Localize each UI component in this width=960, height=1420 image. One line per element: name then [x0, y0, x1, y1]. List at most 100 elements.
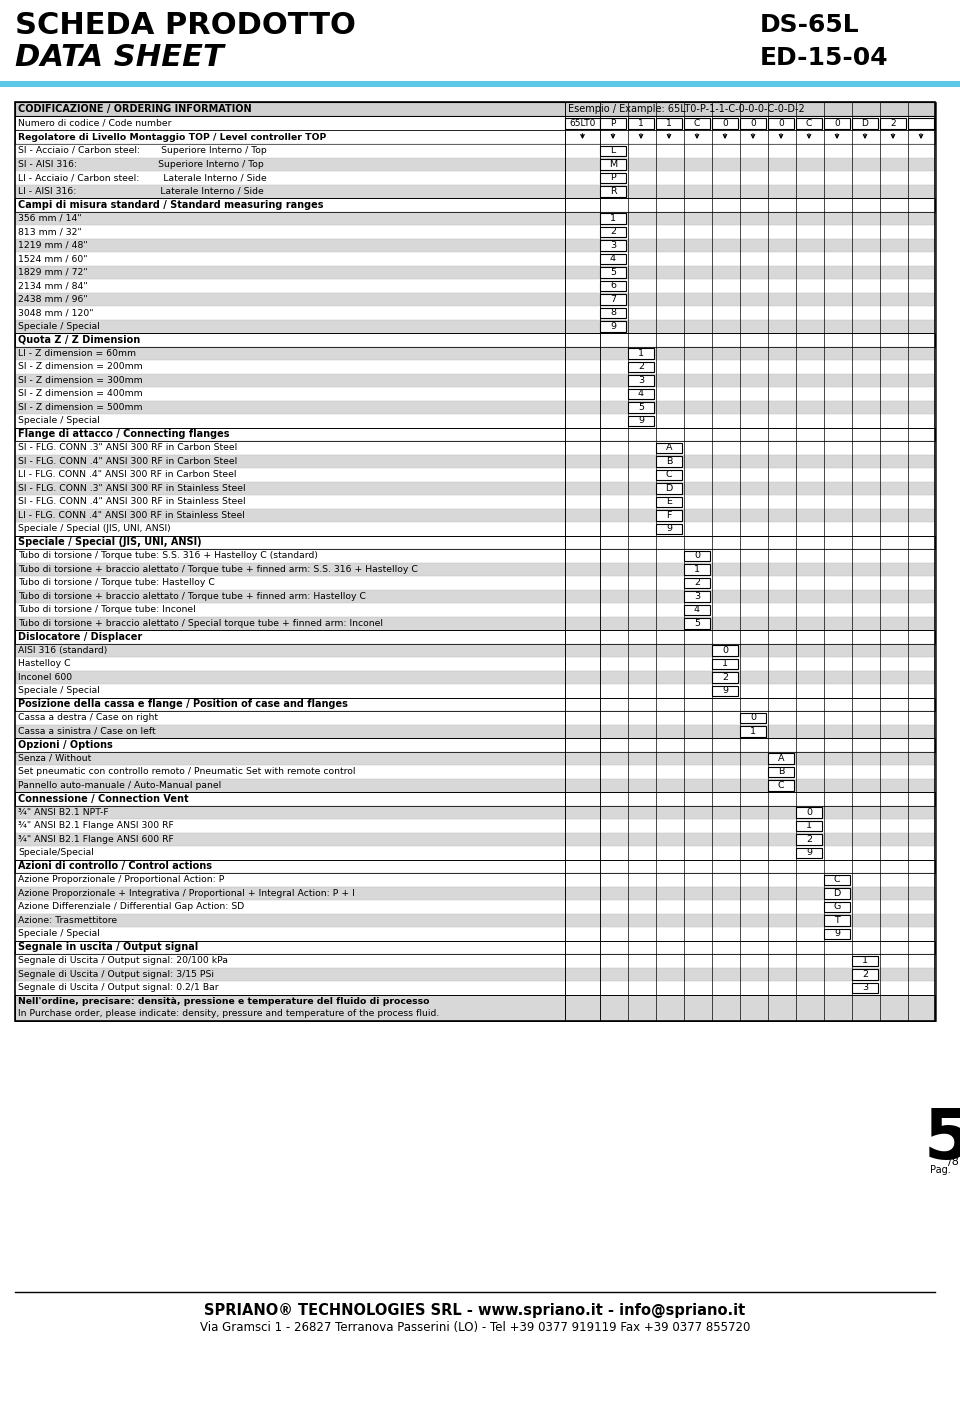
- Bar: [628, 375, 654, 385]
- Text: SI - AISI 316:                           Superiore Interno / Top: SI - AISI 316: Superiore Interno / Top: [18, 159, 264, 169]
- Text: 0: 0: [779, 118, 784, 128]
- Text: 5: 5: [610, 268, 616, 277]
- Text: 3: 3: [610, 241, 616, 250]
- Text: 3: 3: [862, 983, 868, 993]
- Text: Tubo di torsione + braccio alettato / Torque tube + finned arm: Hastelloy C: Tubo di torsione + braccio alettato / To…: [18, 592, 366, 601]
- Bar: [15, 886, 935, 900]
- Bar: [712, 686, 738, 696]
- Text: A: A: [665, 443, 672, 452]
- Bar: [824, 118, 850, 128]
- Bar: [15, 400, 935, 415]
- Text: Senza / Without: Senza / Without: [18, 754, 91, 763]
- Text: CODIFICAZIONE / ORDERING INFORMATION: CODIFICAZIONE / ORDERING INFORMATION: [18, 104, 252, 114]
- Text: SI - FLG. CONN .4" ANSI 300 RF in Stainless Steel: SI - FLG. CONN .4" ANSI 300 RF in Stainl…: [18, 497, 246, 507]
- Bar: [600, 308, 626, 318]
- Bar: [15, 927, 935, 940]
- Bar: [824, 888, 850, 899]
- Text: L: L: [611, 146, 615, 155]
- Bar: [600, 321, 626, 331]
- Bar: [15, 320, 935, 334]
- Text: 4: 4: [610, 254, 616, 263]
- Bar: [15, 643, 935, 657]
- Bar: [15, 481, 935, 496]
- Bar: [600, 281, 626, 291]
- Bar: [15, 846, 935, 859]
- Bar: [15, 415, 935, 427]
- Bar: [15, 454, 935, 469]
- Text: 9: 9: [834, 929, 840, 939]
- Text: R: R: [610, 187, 616, 196]
- Bar: [824, 929, 850, 939]
- Bar: [824, 875, 850, 885]
- Text: 0: 0: [694, 551, 700, 561]
- Text: 1: 1: [750, 727, 756, 736]
- Text: B: B: [666, 457, 672, 466]
- Text: SI - Z dimension = 300mm: SI - Z dimension = 300mm: [18, 376, 143, 385]
- Text: 1: 1: [638, 349, 644, 358]
- Bar: [15, 469, 935, 481]
- Bar: [15, 170, 935, 185]
- Text: Speciale / Special: Speciale / Special: [18, 686, 100, 696]
- Bar: [15, 293, 935, 305]
- Bar: [15, 697, 935, 711]
- Text: Numero di codice / Code number: Numero di codice / Code number: [18, 118, 172, 128]
- Bar: [712, 659, 738, 669]
- Bar: [656, 524, 682, 534]
- Text: C: C: [778, 781, 784, 790]
- Bar: [15, 778, 935, 792]
- Bar: [15, 994, 935, 1021]
- Text: 3048 mm / 120": 3048 mm / 120": [18, 308, 93, 317]
- Text: LI - AISI 316:                            Laterale Interno / Side: LI - AISI 316: Laterale Interno / Side: [18, 187, 264, 196]
- Text: ¾" ANSI B2.1 Flange ANSI 300 RF: ¾" ANSI B2.1 Flange ANSI 300 RF: [18, 821, 174, 831]
- Text: Azione Proporzionale / Proportional Action: P: Azione Proporzionale / Proportional Acti…: [18, 875, 225, 885]
- Bar: [15, 251, 935, 266]
- Bar: [852, 956, 878, 966]
- Bar: [15, 981, 935, 994]
- Bar: [796, 848, 822, 858]
- Text: 2: 2: [806, 835, 812, 843]
- Bar: [824, 914, 850, 926]
- Text: Azione Proporzionale + Integrativa / Proportional + Integral Action: P + I: Azione Proporzionale + Integrativa / Pro…: [18, 889, 355, 897]
- Text: P: P: [611, 173, 616, 182]
- Bar: [15, 562, 935, 577]
- Text: Tubo di torsione / Torque tube: Inconel: Tubo di torsione / Torque tube: Inconel: [18, 605, 196, 615]
- Text: 4: 4: [694, 605, 700, 615]
- Text: 4: 4: [638, 389, 644, 398]
- Text: 9: 9: [638, 416, 644, 425]
- Bar: [628, 402, 654, 412]
- Bar: [600, 186, 626, 196]
- Text: /8: /8: [948, 1157, 959, 1167]
- Bar: [0, 81, 960, 87]
- Text: DS-65L: DS-65L: [760, 13, 859, 37]
- Bar: [656, 470, 682, 480]
- Bar: [15, 158, 935, 170]
- Bar: [684, 591, 710, 602]
- Bar: [600, 159, 626, 169]
- Bar: [15, 102, 935, 1021]
- Bar: [796, 807, 822, 818]
- Bar: [768, 780, 794, 791]
- Text: F: F: [666, 511, 672, 520]
- Bar: [600, 213, 626, 223]
- Text: LI - FLG. CONN .4" ANSI 300 RF in Carbon Steel: LI - FLG. CONN .4" ANSI 300 RF in Carbon…: [18, 470, 236, 479]
- Text: G: G: [833, 902, 841, 912]
- Text: 7: 7: [610, 295, 616, 304]
- Bar: [880, 118, 906, 128]
- Text: 1829 mm / 72": 1829 mm / 72": [18, 268, 87, 277]
- Bar: [15, 427, 935, 442]
- Text: SI - Z dimension = 500mm: SI - Z dimension = 500mm: [18, 403, 142, 412]
- Text: LI - Z dimension = 60mm: LI - Z dimension = 60mm: [18, 349, 136, 358]
- Text: ¾" ANSI B2.1 Flange ANSI 600 RF: ¾" ANSI B2.1 Flange ANSI 600 RF: [18, 835, 174, 843]
- Text: C: C: [805, 118, 812, 128]
- Bar: [15, 604, 935, 616]
- Bar: [768, 767, 794, 777]
- Text: 9: 9: [610, 322, 616, 331]
- Text: 2134 mm / 84": 2134 mm / 84": [18, 281, 87, 290]
- Text: Speciale / Special: Speciale / Special: [18, 416, 100, 425]
- Text: 0: 0: [722, 646, 728, 655]
- Bar: [600, 227, 626, 237]
- Bar: [15, 346, 935, 361]
- Text: SI - Acciaio / Carbon steel:       Superiore Interno / Top: SI - Acciaio / Carbon steel: Superiore I…: [18, 146, 267, 155]
- Bar: [15, 550, 935, 562]
- Bar: [796, 821, 822, 831]
